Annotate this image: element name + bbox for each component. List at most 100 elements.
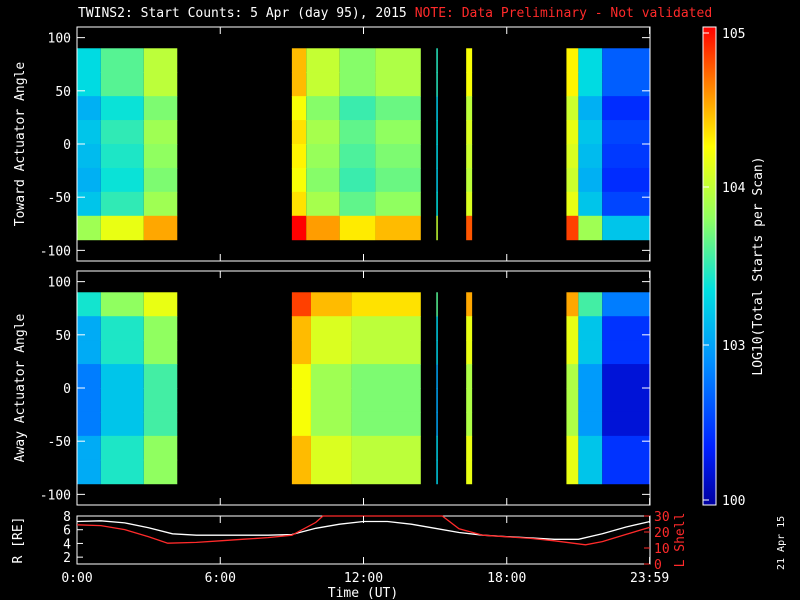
heat-cell — [339, 72, 376, 97]
heat-cell — [578, 120, 603, 145]
xtick-label: 6:00 — [205, 571, 236, 586]
xtick-label: 0:00 — [61, 571, 92, 586]
heat-cell — [310, 316, 352, 341]
heat-cell — [306, 48, 340, 73]
heat-cell — [291, 459, 311, 485]
heat-cell — [77, 48, 101, 73]
heat-cell — [602, 435, 650, 461]
heat-cell — [566, 120, 579, 145]
heat-cell — [143, 411, 178, 437]
heat-cell — [602, 292, 650, 317]
heat-cell — [436, 191, 438, 217]
heat-cell — [310, 459, 352, 485]
heat-cell — [143, 96, 178, 121]
heat-cell — [436, 120, 438, 145]
ytick-label: 100 — [48, 276, 71, 291]
heat-cell — [466, 72, 473, 97]
heat-cell — [339, 144, 376, 169]
xtick-label: 12:00 — [344, 571, 383, 586]
heat-cell — [143, 72, 178, 97]
heat-cell — [339, 191, 376, 217]
heat-cell — [339, 96, 376, 121]
heat-cell — [143, 215, 178, 241]
heat-cell — [143, 292, 178, 317]
ytick-label: 100 — [48, 32, 71, 47]
ytick-label: -50 — [48, 191, 71, 206]
away-ylabel: Away Actuator Angle — [13, 313, 28, 462]
heat-cell — [602, 144, 650, 169]
ytick-label: 4 — [63, 537, 71, 552]
heat-cell — [466, 364, 473, 389]
colorbar-ticks: 105 104 103 100 — [703, 27, 746, 509]
heat-cell — [578, 215, 603, 241]
heat-cell — [143, 364, 178, 389]
ytick-label: 8 — [63, 510, 71, 525]
heat-cell — [566, 96, 579, 121]
heat-cell — [291, 292, 311, 317]
heat-cell — [375, 167, 421, 193]
orbit-ylabel-left: R [RE] — [11, 517, 26, 564]
heat-cell — [436, 316, 438, 341]
heat-cell — [466, 48, 473, 73]
heat-cell — [566, 388, 579, 413]
heat-cell — [375, 72, 421, 97]
heat-cell — [351, 388, 421, 413]
heat-cell — [291, 435, 311, 461]
colorbar-tick-label: 104 — [722, 181, 746, 196]
heat-cell — [291, 144, 307, 169]
heat-cell — [310, 340, 352, 365]
heat-cell — [602, 167, 650, 193]
colorbar-tick-label: 100 — [722, 494, 745, 509]
heat-cell — [578, 48, 603, 73]
heat-cell — [100, 435, 144, 461]
heat-cell — [578, 191, 603, 217]
title-text: TWINS2: Start Counts: 5 Apr (day 95), 20… — [78, 6, 407, 21]
heat-cell — [310, 435, 352, 461]
heat-cell — [100, 167, 144, 193]
away-heatmap-panel — [77, 271, 650, 505]
heat-cell — [77, 167, 101, 193]
heat-cell — [100, 340, 144, 365]
heat-cell — [143, 48, 178, 73]
heat-cell — [77, 144, 101, 169]
heat-cell — [566, 167, 579, 193]
heat-cell — [351, 435, 421, 461]
heat-cell — [375, 191, 421, 217]
heat-cell — [291, 364, 311, 389]
colorbar-tick-label: 103 — [722, 339, 745, 354]
heat-cell — [436, 72, 438, 97]
heat-cell — [351, 316, 421, 341]
lshell-line — [76, 515, 651, 546]
heat-cell — [466, 459, 473, 485]
heat-cell — [578, 411, 603, 437]
toward-yticks: 100 50 0 -50 -100 — [40, 32, 650, 259]
heat-cell — [578, 316, 603, 341]
heat-cell — [566, 191, 579, 217]
heat-cell — [566, 215, 579, 241]
heat-cell — [566, 144, 579, 169]
heat-cell — [77, 215, 101, 241]
heat-cell — [602, 316, 650, 341]
heat-cell — [602, 191, 650, 217]
heat-cell — [306, 191, 340, 217]
ytick-label: 0 — [63, 138, 71, 153]
heat-cell — [602, 411, 650, 437]
heat-cell — [143, 388, 178, 413]
heat-cell — [100, 144, 144, 169]
colorbar — [702, 26, 717, 506]
heat-cell — [143, 340, 178, 365]
heat-cell — [143, 167, 178, 193]
heat-cell — [602, 96, 650, 121]
xtick-label: 18:00 — [487, 571, 526, 586]
ytick-label-right: 20 — [654, 526, 670, 541]
heat-cell — [291, 215, 307, 241]
heat-cell — [291, 388, 311, 413]
heat-cell — [466, 167, 473, 193]
heat-cell — [306, 120, 340, 145]
heat-cell — [436, 144, 438, 169]
heat-cell — [375, 120, 421, 145]
heat-cell — [566, 435, 579, 461]
time-xlabel: Time (UT) — [328, 586, 398, 600]
heat-cell — [602, 388, 650, 413]
